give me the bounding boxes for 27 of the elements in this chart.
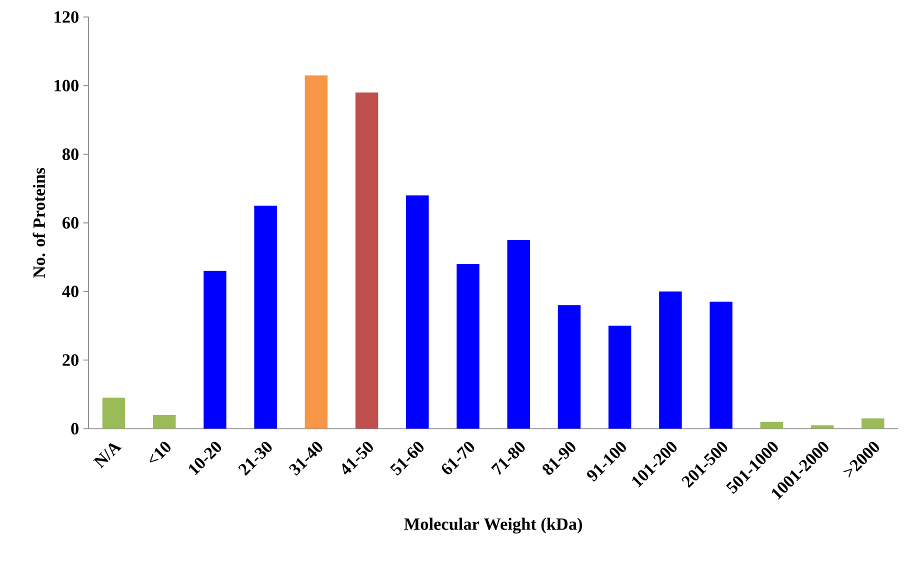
bar <box>507 240 530 428</box>
y-axis-title: No. of Proteins <box>32 168 46 278</box>
y-tick-label: 80 <box>62 148 78 160</box>
y-tick-label: 40 <box>62 285 78 298</box>
bar <box>558 304 581 428</box>
bar <box>710 302 732 428</box>
x-tick-label: N/A <box>93 443 122 468</box>
bar <box>810 425 834 428</box>
bar <box>659 291 682 428</box>
x-axis-title: Molecular Weight (kDa) <box>404 518 582 534</box>
bar <box>760 422 784 428</box>
bar <box>456 264 480 428</box>
bar <box>355 92 378 428</box>
bar <box>406 195 429 428</box>
bar <box>204 270 226 428</box>
bar <box>862 418 884 428</box>
bar <box>304 75 328 428</box>
y-tick-label: 100 <box>54 80 78 92</box>
bar <box>608 326 632 428</box>
bar <box>153 414 176 428</box>
bar <box>254 206 277 428</box>
x-tick-label: <10 <box>150 442 171 462</box>
y-tick-label: 120 <box>54 11 78 23</box>
y-tick-label: 20 <box>62 354 78 366</box>
bar <box>102 398 126 428</box>
y-tick-label: 60 <box>62 216 78 228</box>
y-tick-label: 0 <box>71 422 78 434</box>
